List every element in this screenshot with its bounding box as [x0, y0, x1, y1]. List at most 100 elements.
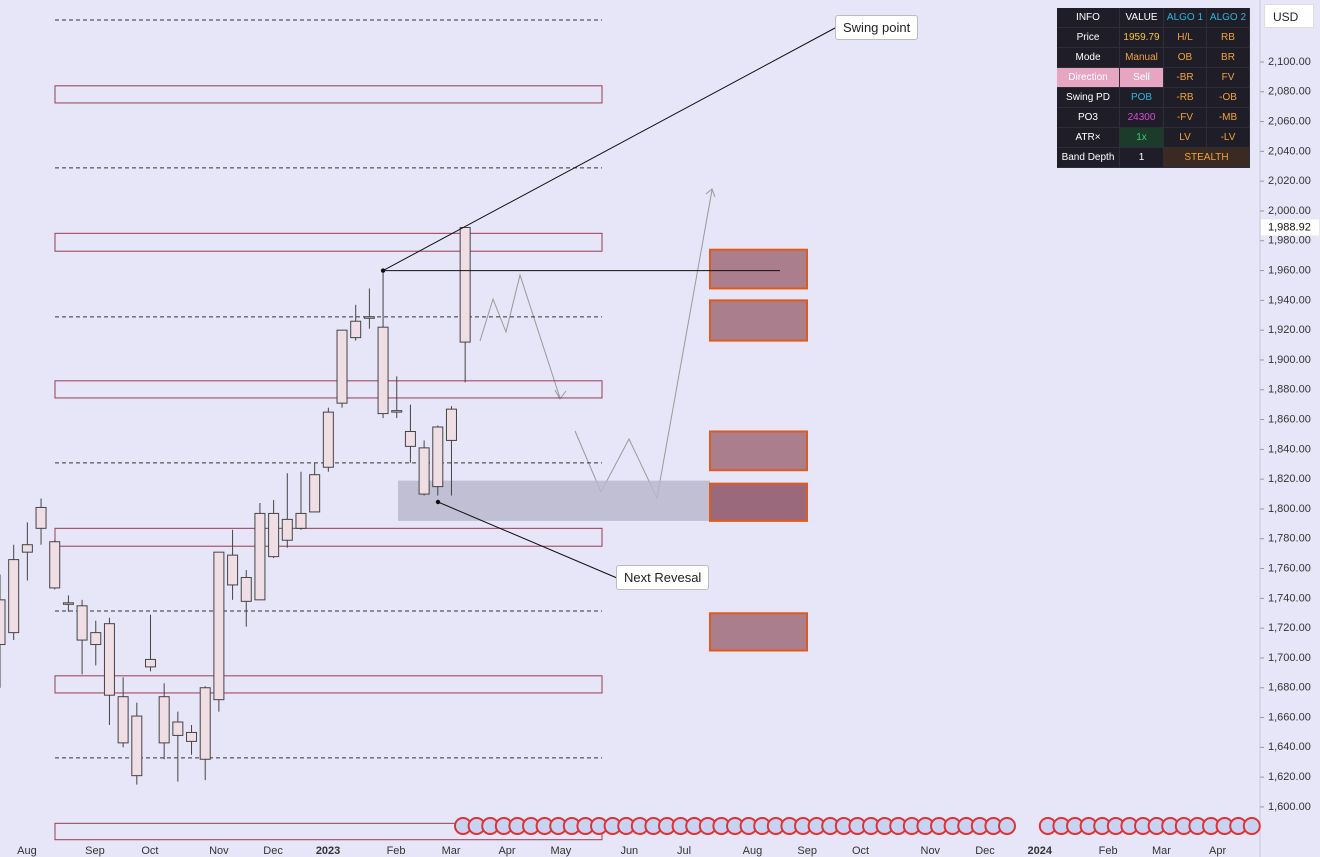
x-tick-label: Mar: [442, 845, 461, 857]
table-cell: 1: [1120, 148, 1164, 168]
x-tick-label: Nov: [209, 845, 229, 857]
x-tick-label: Jul: [677, 845, 691, 857]
y-tick-label: 1,740.00: [1268, 592, 1311, 604]
candle-body: [131, 715, 143, 777]
reversal-leader: [437, 501, 618, 579]
candle-body: [281, 518, 293, 541]
x-tick-label: Aug: [17, 845, 37, 857]
order-block: [709, 482, 808, 522]
candle-body: [172, 721, 184, 736]
y-tick-label: 2,100.00: [1268, 56, 1311, 68]
y-tick-label: 2,080.00: [1268, 86, 1311, 98]
x-tick-label: Apr: [498, 845, 515, 857]
order-block: [709, 430, 808, 472]
info-table: INFO VALUE ALGO 1 ALGO 2 Price 1959.79 H/L RB Mo…: [1057, 8, 1250, 168]
y-tick-label: 1,640.00: [1268, 741, 1311, 753]
x-tick-label: Feb: [1099, 845, 1118, 857]
y-tick-label: 1,660.00: [1268, 711, 1311, 723]
y-tick-label: 1,680.00: [1268, 682, 1311, 694]
x-tick-label: Sep: [85, 845, 105, 857]
table-row: Mode Manual OB BR: [1057, 48, 1250, 68]
x-tick-label: Feb: [387, 845, 406, 857]
candle-body: [117, 696, 129, 744]
candle-body: [8, 559, 20, 634]
y-tick-label: 1,820.00: [1268, 473, 1311, 485]
zone: [54, 675, 603, 694]
table-cell: Price: [1057, 28, 1120, 48]
x-tick-label: Sep: [797, 845, 817, 857]
candle-body: [0, 599, 6, 646]
x-tick-label: Dec: [975, 845, 995, 857]
table-cell: H/L: [1164, 28, 1207, 48]
candle-body: [418, 447, 430, 495]
table-cell: -OB: [1207, 88, 1250, 108]
table-cell: -LV: [1207, 128, 1250, 148]
table-cell: ATR×: [1057, 128, 1120, 148]
candle-body: [391, 410, 403, 413]
candle-body: [49, 541, 61, 589]
candle-body: [459, 226, 471, 343]
table-cell: 24300: [1120, 108, 1164, 128]
range-box: [398, 480, 710, 521]
order-block: [709, 248, 808, 290]
candle-body: [322, 411, 334, 468]
table-row: PO3 24300 -FV -MB: [1057, 108, 1250, 128]
candle-body: [76, 605, 88, 641]
candle-body: [350, 320, 362, 339]
x-tick-label: Jun: [620, 845, 638, 857]
table-cell: 1959.79: [1120, 28, 1164, 48]
table-cell: BR: [1207, 48, 1250, 68]
y-tick-label: 1,920.00: [1268, 324, 1311, 336]
candle-body: [404, 430, 416, 447]
zone: [54, 232, 603, 252]
y-tick-label: 1,900.00: [1268, 354, 1311, 366]
table-header: VALUE: [1120, 8, 1164, 28]
candle-body: [62, 602, 74, 605]
candle-body: [377, 326, 389, 415]
table-header: ALGO 1: [1164, 8, 1207, 28]
candle-body: [144, 658, 156, 668]
y-tick-label: 1,720.00: [1268, 622, 1311, 634]
table-cell: Swing PD: [1057, 88, 1120, 108]
y-tick-label: 1,800.00: [1268, 503, 1311, 515]
table-cell: Mode: [1057, 48, 1120, 68]
table-cell: STEALTH: [1164, 148, 1250, 168]
y-tick-label: 2,060.00: [1268, 115, 1311, 127]
table-cell: -MB: [1207, 108, 1250, 128]
x-tick-label: 2023: [316, 845, 340, 857]
last-price-label: 1,988.92: [1268, 221, 1311, 233]
x-tick-label: Dec: [263, 845, 283, 857]
annotation: Swing point: [835, 15, 919, 40]
zone: [54, 380, 603, 399]
arrow-head: [705, 188, 716, 198]
x-tick-label: May: [551, 845, 572, 857]
table-cell: -FV: [1164, 108, 1207, 128]
projection: [479, 188, 716, 500]
x-tick-label: Mar: [1152, 845, 1171, 857]
currency[interactable]: USD: [1264, 4, 1314, 28]
y-tick-label: 1,840.00: [1268, 443, 1311, 455]
arrow-head: [554, 389, 567, 400]
candle-body: [227, 554, 239, 586]
y-tick-label: 1,960.00: [1268, 264, 1311, 276]
order-block: [709, 299, 808, 342]
y-tick-label: 2,020.00: [1268, 175, 1311, 187]
y-tick-label: 1,780.00: [1268, 533, 1311, 545]
candle-body: [213, 551, 225, 701]
table-header: INFO: [1057, 8, 1120, 28]
y-tick-label: 1,600.00: [1268, 801, 1311, 813]
table-cell: OB: [1164, 48, 1207, 68]
candle-body: [35, 506, 47, 529]
table-cell: RB: [1207, 28, 1250, 48]
y-tick-label: 1,860.00: [1268, 413, 1311, 425]
candle-body: [363, 316, 375, 319]
candle-body: [158, 696, 170, 744]
candle-body: [336, 329, 348, 404]
table-cell: -RB: [1164, 88, 1207, 108]
candle-body: [90, 632, 102, 646]
y-tick-label: 1,760.00: [1268, 562, 1311, 574]
candle-body: [199, 687, 211, 760]
y-tick-label: 1,880.00: [1268, 384, 1311, 396]
